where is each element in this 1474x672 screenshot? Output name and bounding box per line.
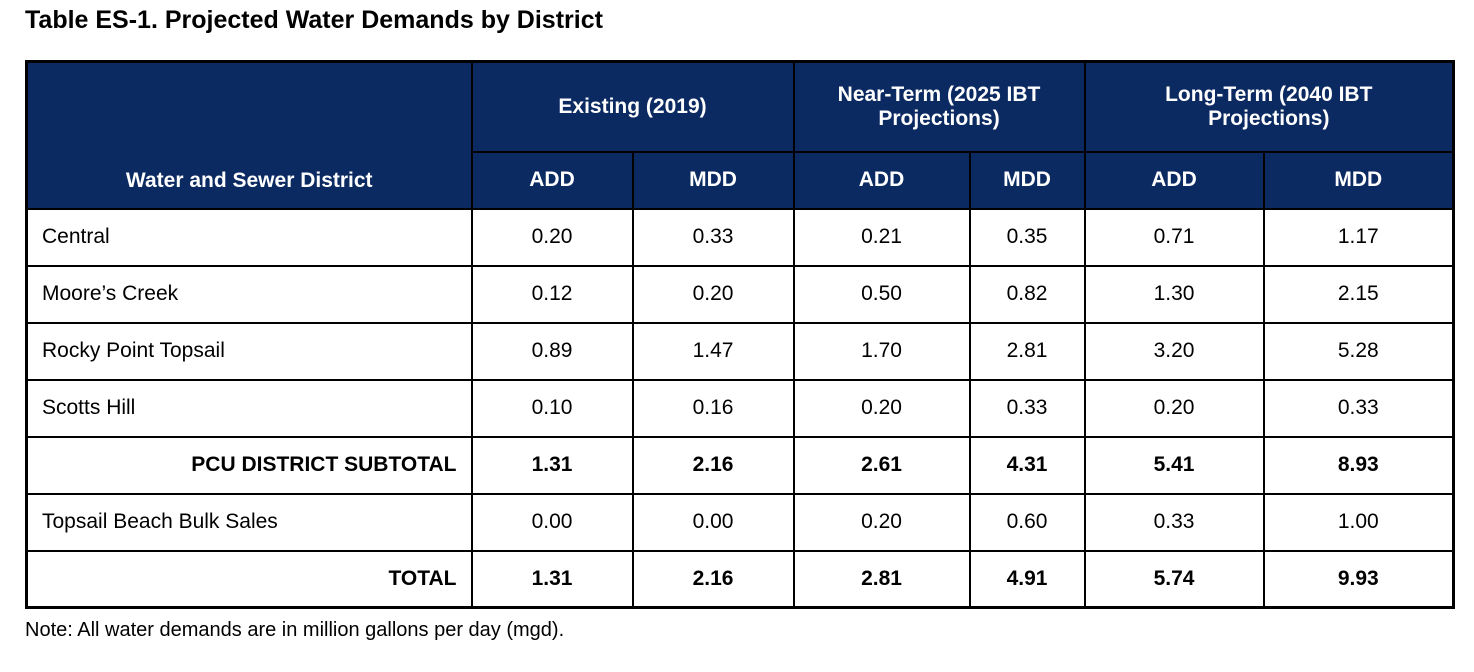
group-header-long-term-label: Long-Term (2040 IBT Projections) (1165, 82, 1373, 130)
group-header-near-term: Near-Term (2025 IBT Projections) (792, 60, 1086, 153)
value-cell: 1.17 (1262, 207, 1455, 267)
value-cell: 1.31 (470, 435, 634, 495)
sub-header-long-mdd: MDD (1262, 150, 1455, 210)
table-body: Central 0.20 0.33 0.21 0.35 0.71 1.17 Mo… (25, 207, 1455, 609)
district-cell: Moore’s Creek (25, 264, 473, 324)
value-cell: 0.60 (968, 492, 1086, 552)
sub-header-row: ADD MDD ADD MDD ADD MDD (27, 150, 1455, 210)
value-cell: 0.12 (470, 264, 634, 324)
value-cell: 5.74 (1083, 549, 1265, 609)
value-cell: 1.00 (1262, 492, 1455, 552)
value-cell: 5.41 (1083, 435, 1265, 495)
corner-header-cell: Water and Sewer District (25, 60, 473, 210)
value-cell: 0.71 (1083, 207, 1265, 267)
value-cell: 3.20 (1083, 321, 1265, 381)
value-cell: 0.20 (631, 264, 795, 324)
district-cell: Scotts Hill (25, 378, 473, 438)
value-cell: 9.93 (1262, 549, 1455, 609)
district-cell: PCU DISTRICT SUBTOTAL (25, 435, 473, 495)
value-cell: 0.33 (1262, 378, 1455, 438)
value-cell: 1.31 (470, 549, 634, 609)
sub-header-existing-mdd: MDD (631, 150, 795, 210)
sub-header-long-add: ADD (1083, 150, 1265, 210)
value-cell: 0.35 (968, 207, 1086, 267)
row-scotts-hill: Scotts Hill 0.10 0.16 0.20 0.33 0.20 0.3… (25, 378, 1455, 438)
value-cell: 2.15 (1262, 264, 1455, 324)
value-cell: 0.33 (1083, 492, 1265, 552)
value-cell: 0.00 (470, 492, 634, 552)
value-cell: 0.82 (968, 264, 1086, 324)
value-cell: 2.81 (792, 549, 971, 609)
group-header-existing-label: Existing (2019) (558, 94, 707, 118)
value-cell: 0.10 (470, 378, 634, 438)
table-header: Water and Sewer District Existing (2019)… (25, 60, 1455, 210)
value-cell: 5.28 (1262, 321, 1455, 381)
value-cell: 0.16 (631, 378, 795, 438)
value-cell: 1.47 (631, 321, 795, 381)
value-cell: 2.61 (792, 435, 971, 495)
row-moores-creek: Moore’s Creek 0.12 0.20 0.50 0.82 1.30 2… (25, 264, 1455, 324)
value-cell: 0.33 (631, 207, 795, 267)
row-total: TOTAL 1.31 2.16 2.81 4.91 5.74 9.93 (25, 549, 1455, 609)
district-cell: Central (25, 207, 473, 267)
value-cell: 2.16 (631, 435, 795, 495)
value-cell: 0.20 (792, 492, 971, 552)
table-title: Table ES-1. Projected Water Demands by D… (25, 6, 603, 34)
district-cell: Topsail Beach Bulk Sales (25, 492, 473, 552)
row-pcu-district-subtotal: PCU DISTRICT SUBTOTAL 1.31 2.16 2.61 4.3… (25, 435, 1455, 495)
district-cell: Rocky Point Topsail (25, 321, 473, 381)
row-topsail-beach-bulk-sales: Topsail Beach Bulk Sales 0.00 0.00 0.20 … (25, 492, 1455, 552)
row-central: Central 0.20 0.33 0.21 0.35 0.71 1.17 (25, 207, 1455, 267)
table-note: Note: All water demands are in million g… (25, 619, 565, 641)
water-demands-table: Water and Sewer District Existing (2019)… (25, 60, 1456, 609)
value-cell: 0.20 (470, 207, 634, 267)
corner-header-label: Water and Sewer District (125, 168, 373, 192)
district-cell: TOTAL (25, 549, 473, 609)
value-cell: 0.89 (470, 321, 634, 381)
value-cell: 0.20 (792, 378, 971, 438)
value-cell: 4.31 (968, 435, 1086, 495)
value-cell: 8.93 (1262, 435, 1455, 495)
sub-header-existing-add: ADD (470, 150, 634, 210)
value-cell: 0.21 (792, 207, 971, 267)
value-cell: 1.70 (792, 321, 971, 381)
value-cell: 2.16 (631, 549, 795, 609)
group-header-near-term-label: Near-Term (2025 IBT Projections) (837, 82, 1041, 130)
value-cell: 1.30 (1083, 264, 1265, 324)
group-header-row: Water and Sewer District Existing (2019)… (25, 60, 1455, 210)
group-header-existing: Existing (2019) (470, 60, 795, 153)
sub-header-near-mdd: MDD (968, 150, 1086, 210)
value-cell: 4.91 (968, 549, 1086, 609)
value-cell: 0.20 (1083, 378, 1265, 438)
row-rocky-point-topsail: Rocky Point Topsail 0.89 1.47 1.70 2.81 … (25, 321, 1455, 381)
value-cell: 0.33 (968, 378, 1086, 438)
group-header-long-term: Long-Term (2040 IBT Projections) (1083, 60, 1455, 153)
value-cell: 0.50 (792, 264, 971, 324)
value-cell: 2.81 (968, 321, 1086, 381)
sub-header-near-add: ADD (792, 150, 971, 210)
value-cell: 0.00 (631, 492, 795, 552)
